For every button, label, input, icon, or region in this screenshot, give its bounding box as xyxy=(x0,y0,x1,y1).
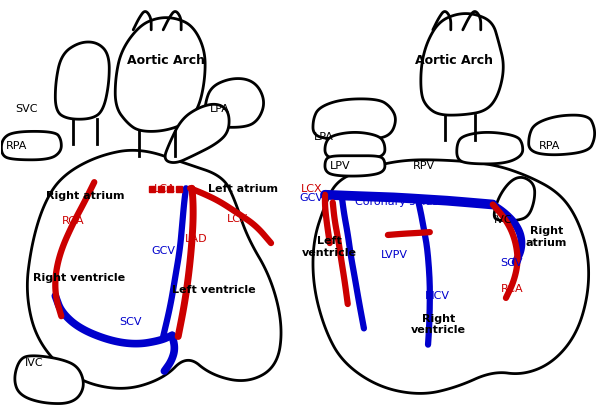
Text: Left atrium: Left atrium xyxy=(208,184,278,194)
Polygon shape xyxy=(529,115,595,155)
Polygon shape xyxy=(1,131,61,160)
Text: LAD: LAD xyxy=(185,234,208,244)
Polygon shape xyxy=(313,160,589,393)
Text: SCV: SCV xyxy=(119,317,141,327)
Text: Aortic Arch: Aortic Arch xyxy=(127,54,205,67)
Polygon shape xyxy=(325,133,385,160)
Text: SCV: SCV xyxy=(501,258,523,268)
Polygon shape xyxy=(165,104,229,162)
Text: RPA: RPA xyxy=(5,141,27,151)
Text: GCV: GCV xyxy=(300,193,324,202)
Text: SVC: SVC xyxy=(15,104,38,114)
Text: LCX: LCX xyxy=(228,214,249,224)
Polygon shape xyxy=(421,13,503,115)
Text: RPV: RPV xyxy=(413,161,435,171)
Text: LPA: LPA xyxy=(210,104,230,114)
Text: Left ventricle: Left ventricle xyxy=(172,285,256,295)
Text: Right ventricle: Right ventricle xyxy=(33,273,125,283)
Text: Coronary sinus: Coronary sinus xyxy=(355,197,438,207)
Text: Right atrium: Right atrium xyxy=(46,191,125,201)
Text: LPA: LPA xyxy=(314,133,334,142)
Text: Right
ventricle: Right ventricle xyxy=(411,314,467,335)
Text: Left
ventricle: Left ventricle xyxy=(302,236,357,258)
Polygon shape xyxy=(313,99,396,139)
Text: LPV: LPV xyxy=(330,161,350,171)
Text: RCA: RCA xyxy=(62,216,85,226)
Text: MCV: MCV xyxy=(425,291,450,301)
Text: LCX: LCX xyxy=(301,184,323,194)
Text: LVPV: LVPV xyxy=(380,250,408,260)
Polygon shape xyxy=(325,156,385,176)
Polygon shape xyxy=(15,356,83,404)
Text: IVC: IVC xyxy=(494,215,513,225)
Text: Right
atrium: Right atrium xyxy=(526,226,567,248)
Text: Aortic Arch: Aortic Arch xyxy=(415,54,493,67)
Polygon shape xyxy=(205,79,264,127)
Polygon shape xyxy=(115,18,205,131)
Text: GCV: GCV xyxy=(151,246,175,256)
Text: RCA: RCA xyxy=(501,284,523,294)
Polygon shape xyxy=(494,178,535,221)
Text: LCA: LCA xyxy=(154,184,175,194)
Text: IVC: IVC xyxy=(25,358,44,368)
Polygon shape xyxy=(457,133,523,164)
Polygon shape xyxy=(55,42,109,119)
Text: RPA: RPA xyxy=(539,141,560,151)
Polygon shape xyxy=(27,151,281,388)
